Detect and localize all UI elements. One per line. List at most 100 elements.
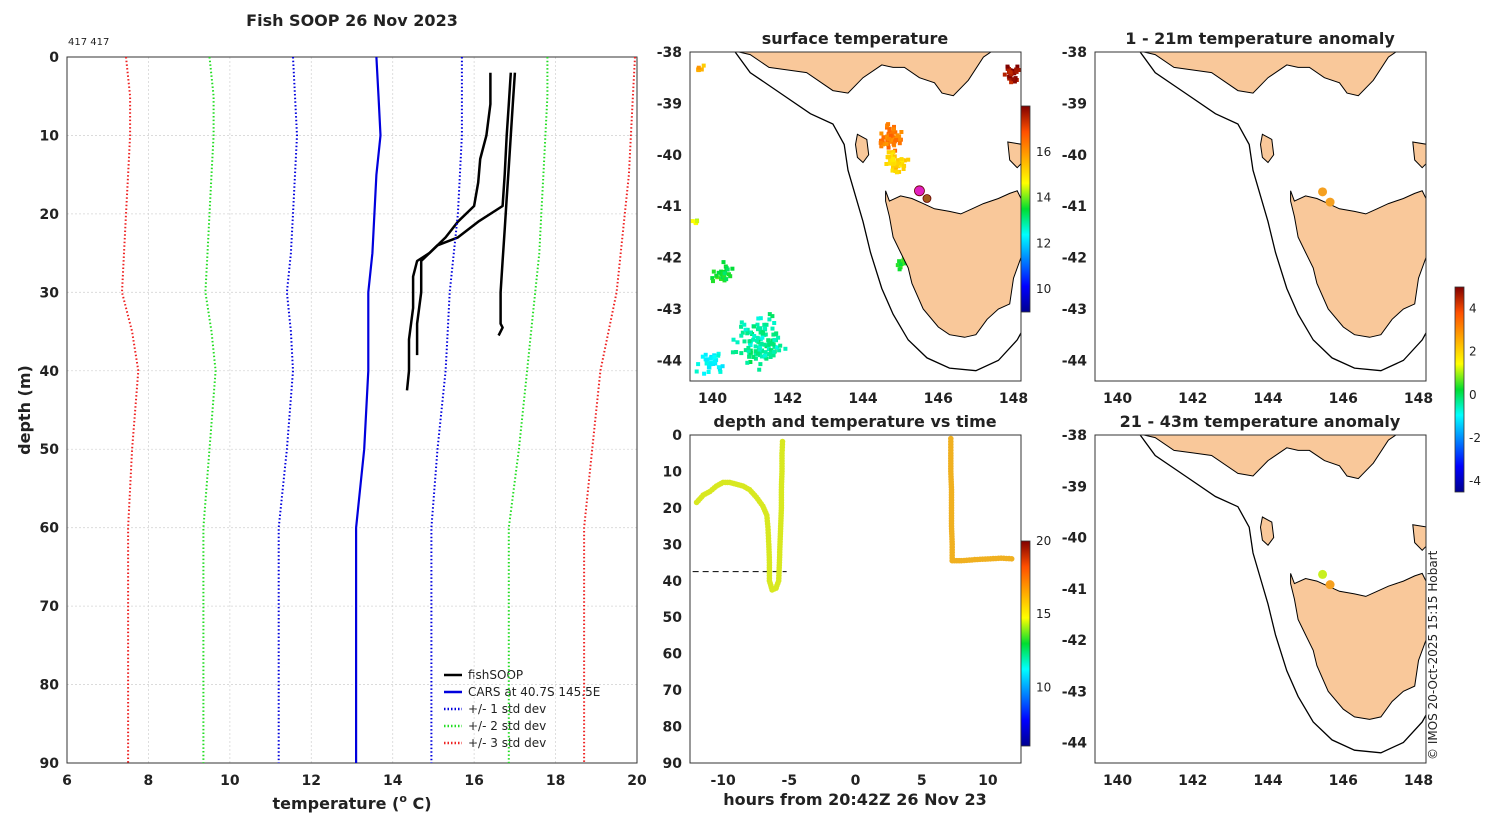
sst-flinders-island <box>1007 141 1021 169</box>
sst-colorbar <box>1020 105 1031 313</box>
sst-pixel <box>783 346 788 351</box>
sst-pixel <box>758 326 763 331</box>
sst-pixel <box>891 149 896 154</box>
sst-pixel <box>762 342 767 347</box>
anom2-xtick-label: 144 <box>1253 773 1282 789</box>
sst-pixel <box>762 322 767 327</box>
sst-pixel <box>747 339 752 344</box>
sst-pixel <box>757 367 762 372</box>
sst-pixel <box>1012 71 1017 76</box>
sst-pixel <box>756 316 761 321</box>
sst-pixel <box>902 158 907 163</box>
sst-pixel <box>899 130 904 134</box>
sst-pixel <box>766 347 771 351</box>
sst-pixel <box>719 269 724 274</box>
timeseries-colorbar <box>1020 540 1031 747</box>
sst-xtick-label: 142 <box>773 391 802 407</box>
sst-pixel <box>699 67 704 72</box>
timeseries-xtick-label: -5 <box>782 773 798 789</box>
sst-pixel <box>902 163 907 168</box>
sst-pixel <box>746 345 751 350</box>
sst-pixel <box>886 136 891 141</box>
profile-series-line <box>202 56 217 763</box>
profile-ytick-label: 30 <box>40 285 60 301</box>
sst-pixel <box>694 369 699 374</box>
sst-pixel <box>748 330 753 335</box>
sst-pixel <box>1005 64 1010 69</box>
profile-ytick-label: 40 <box>40 364 60 380</box>
sst-pixel <box>755 351 760 356</box>
sst-pixel <box>763 332 768 337</box>
anom1-ytick-label: -41 <box>1062 199 1087 215</box>
sst-pixel <box>884 162 889 166</box>
profile-xtick-label: 18 <box>546 773 565 789</box>
anom1-ytick-label: -40 <box>1062 148 1088 164</box>
anom2-map-area <box>1095 435 1426 754</box>
sst-colorbar-tick-label: 16 <box>1036 145 1051 159</box>
sst-pixel <box>714 273 719 278</box>
sst-xtick-label: 146 <box>924 391 953 407</box>
timeseries-ytick-label: 0 <box>672 428 682 444</box>
anomaly-colorbar-tick-label: -2 <box>1469 431 1481 445</box>
sst-pixel <box>766 338 771 343</box>
sst-ytick-label: -39 <box>657 96 682 112</box>
anom2-xtick-label: 140 <box>1103 773 1132 789</box>
sst-pixel <box>755 338 759 343</box>
sst-pixel <box>755 335 760 340</box>
sst-pixel <box>901 258 906 263</box>
sst-pixel <box>893 130 898 135</box>
sst-pixel <box>724 277 729 282</box>
sst-pixel <box>743 348 748 353</box>
anom1-marker <box>1325 197 1335 207</box>
sst-shelf-contour <box>734 52 1021 372</box>
sst-pixel <box>762 326 767 331</box>
sst-pixels <box>690 63 1021 376</box>
anomaly-colorbar-tick-label: 4 <box>1469 302 1477 316</box>
timeseries-xtick-label: -10 <box>710 773 736 789</box>
profile-series-line <box>355 56 382 763</box>
sst-pixel <box>739 324 744 329</box>
sst-colorbar-tick-label: 12 <box>1036 236 1051 250</box>
sst-pixel <box>739 320 744 325</box>
sst-pixel <box>717 367 722 372</box>
sst-pixel <box>895 263 900 268</box>
sst-pixel <box>1007 67 1011 71</box>
sst-pixel <box>894 170 899 175</box>
sst-colorbar-tick-label: 14 <box>1036 191 1051 205</box>
sst-pixel <box>768 355 773 359</box>
sst-marker-station <box>922 194 932 203</box>
sst-pixel <box>718 369 723 374</box>
sst-pixel <box>735 340 740 345</box>
sst-pixel <box>719 272 724 276</box>
sst-pixel <box>888 139 893 144</box>
anom1-ytick-label: -43 <box>1062 302 1087 318</box>
anom2-title: 21 - 43m temperature anomaly <box>1120 412 1401 431</box>
timeseries-xtick-label: 0 <box>851 773 861 789</box>
sst-pixel <box>1011 77 1016 82</box>
sst-pixel <box>897 267 902 272</box>
profile-xtick-label: 12 <box>302 773 321 789</box>
timeseries-ytick-label: 90 <box>663 756 683 772</box>
anom1-tasmania-landmass <box>1290 190 1426 338</box>
sst-pixel <box>891 165 895 170</box>
sst-pixel <box>880 142 885 147</box>
profile-ytick-label: 50 <box>40 442 60 458</box>
anom2-plot: 140 142 144 146 148 -38 -39 -40 -41 -42 -43 -44 <box>1062 428 1433 789</box>
profile-legend: fishSOOP CARS at 40.7S 145.5E +/- 1 std … <box>444 668 600 750</box>
profile-ytick-label: 90 <box>40 756 60 772</box>
sst-pixel <box>721 260 726 265</box>
sst-pixel <box>891 141 896 146</box>
sst-pixel <box>771 353 776 358</box>
anom2-marker <box>1318 569 1328 579</box>
timeseries-xtick-label: 10 <box>978 773 998 789</box>
sst-ytick-label: -38 <box>657 45 682 61</box>
sst-pixel <box>704 361 709 366</box>
profile-xtick-label: 10 <box>220 773 240 789</box>
sst-pixel <box>770 326 775 331</box>
sst-pixel <box>884 141 889 146</box>
sst-pixel <box>690 219 695 224</box>
sst-pixel <box>759 341 764 346</box>
sst-pixel <box>879 138 883 143</box>
sst-pixel <box>896 161 901 166</box>
sst-pixel <box>767 342 772 347</box>
